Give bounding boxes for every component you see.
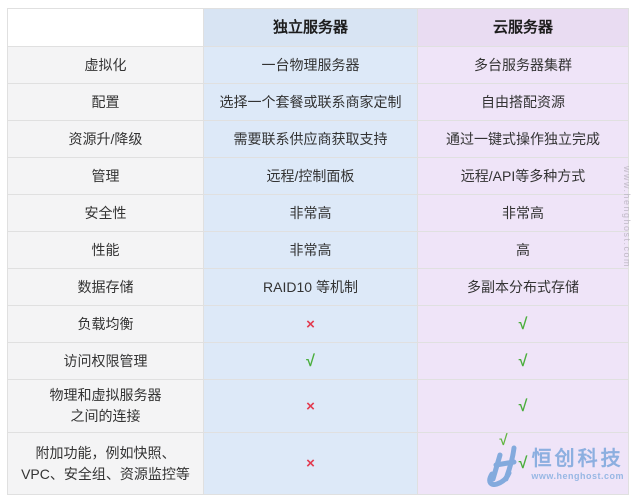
table-row: 配置 选择一个套餐或联系商家定制 自由搭配资源 [7,83,629,121]
row-label: 访问权限管理 [7,342,204,380]
table-row: 访问权限管理 √ √ [7,342,629,380]
brand-name: 恒创科技 [531,447,624,470]
row-label: 数据存储 [7,268,204,306]
table-row: 物理和虚拟服务器 之间的连接 × √ [7,379,629,433]
row-label: 虚拟化 [7,46,204,84]
table-row: 安全性 非常高 非常高 [7,194,629,232]
cell-cloud: 多台服务器集群 [417,46,629,84]
cell-dedicated: 非常高 [203,231,418,269]
row-label: 性能 [7,231,204,269]
header-row: 独立服务器 云服务器 [7,8,629,47]
cell-dedicated: 选择一个套餐或联系商家定制 [203,83,418,121]
row-label: 附加功能，例如快照、 VPC、安全组、资源监控等 [7,432,204,495]
row-label: 配置 [7,83,204,121]
table-row: 资源升/降级 需要联系供应商获取支持 通过一键式操作独立完成 [7,120,629,158]
table-row: 数据存储 RAID10 等机制 多副本分布式存储 [7,268,629,306]
row-label: 物理和虚拟服务器 之间的连接 [7,379,204,433]
brand-url: www.henghost.com [531,470,624,481]
table-row: 附加功能，例如快照、 VPC、安全组、资源监控等 × √ [7,432,629,495]
row-label: 安全性 [7,194,204,232]
cell-cloud: 非常高 [417,194,629,232]
comparison-table: 独立服务器 云服务器 虚拟化 一台物理服务器 多台服务器集群 配置 选择一个套餐或联系商… [7,8,629,495]
cell-dedicated: 需要联系供应商获取支持 [203,120,418,158]
header-dedicated-server: 独立服务器 [203,8,418,47]
cell-dedicated: RAID10 等机制 [203,268,418,306]
check-icon: √ [417,379,629,433]
henghost-logo-icon: √ [486,432,526,487]
table-row: 虚拟化 一台物理服务器 多台服务器集群 [7,46,629,84]
check-icon: √ [417,305,629,343]
check-icon: √ [203,342,418,380]
row-label: 管理 [7,157,204,195]
table-row: 负载均衡 × √ [7,305,629,343]
header-blank-cell [7,8,204,47]
logo-check-icon: √ [499,432,508,449]
cross-icon: × [203,379,418,433]
cell-cloud: 远程/API等多种方式 [417,157,629,195]
cell-cloud: 多副本分布式存储 [417,268,629,306]
table-row: 性能 非常高高 [7,231,629,269]
check-icon: √ [417,342,629,380]
table-row: 管理 远程/控制面板 远程/API等多种方式 [7,157,629,195]
cell-cloud: 自由搭配资源 [417,83,629,121]
row-label: 资源升/降级 [7,120,204,158]
cell-dedicated: 一台物理服务器 [203,46,418,84]
cell-cloud: 通过一键式操作独立完成 [417,120,629,158]
row-label: 负载均衡 [7,305,204,343]
cell-dedicated: 远程/控制面板 [203,157,418,195]
header-cloud-server: 云服务器 [417,8,629,47]
check-icon: √ [417,432,629,495]
cross-icon: × [203,305,418,343]
cell-cloud: 高 [417,231,629,269]
brand-watermark: √ 恒创科技 www.henghost.com [486,432,624,487]
cell-dedicated: 非常高 [203,194,418,232]
cross-icon: × [203,432,418,495]
side-watermark-url: www.henghost.com [622,166,632,269]
